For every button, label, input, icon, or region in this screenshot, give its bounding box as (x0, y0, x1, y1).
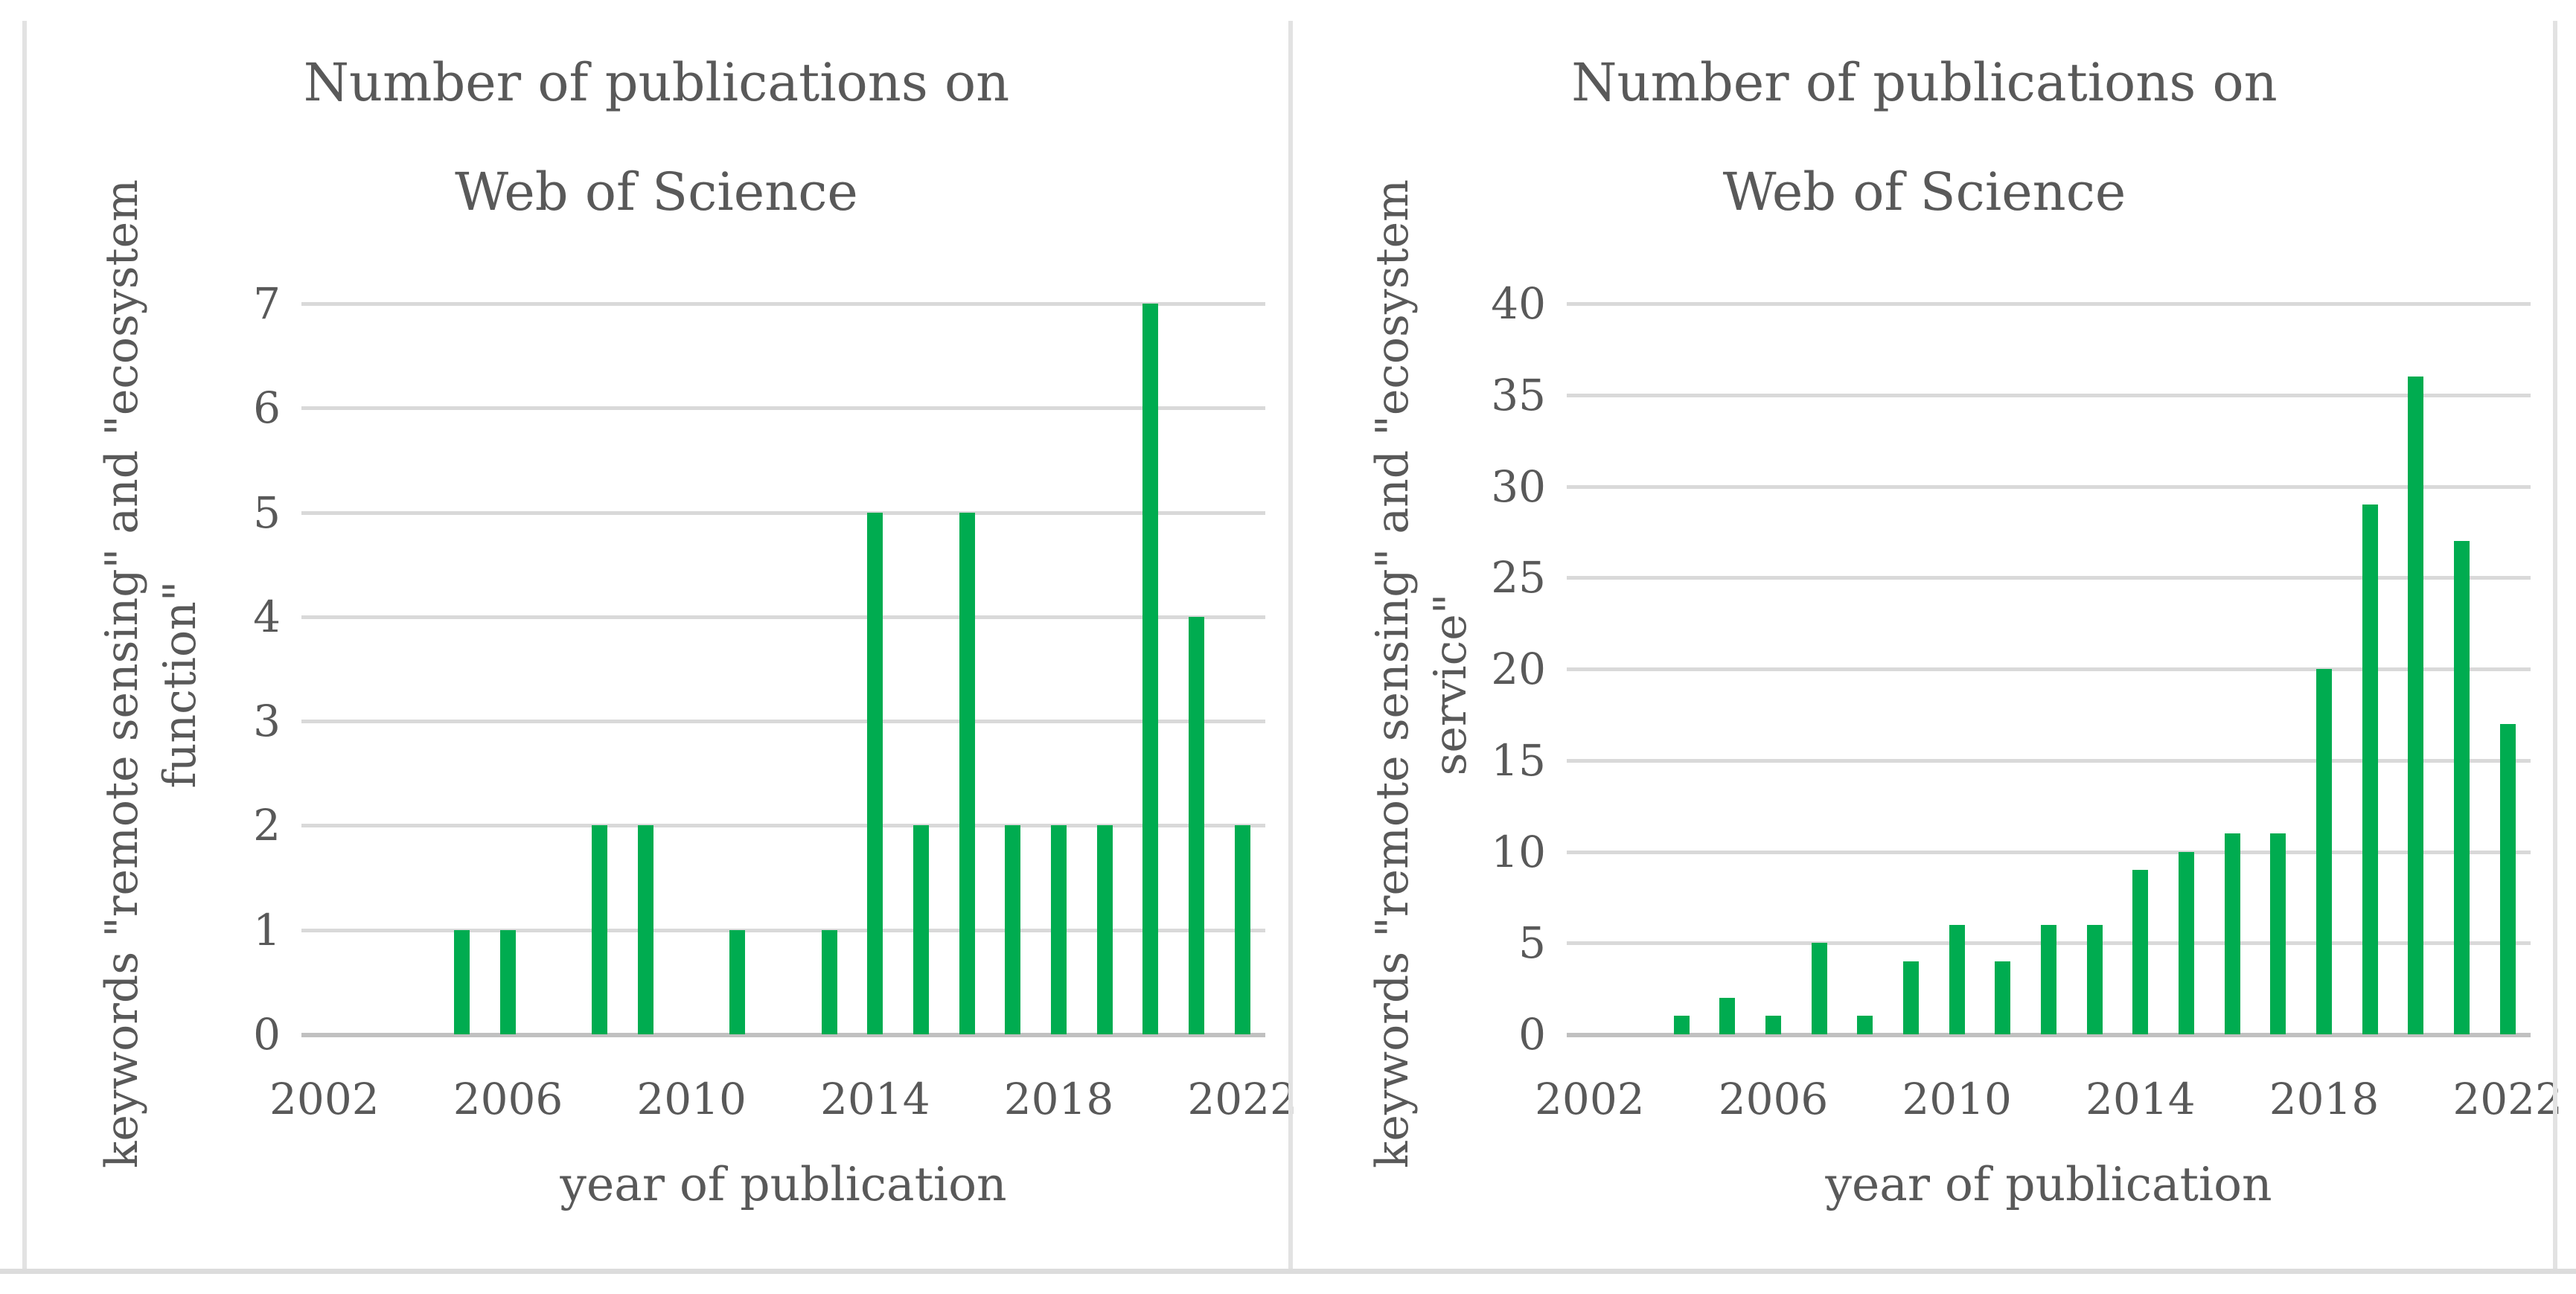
y-tick-label-3: 3 (253, 696, 281, 747)
panel-border-right (2553, 21, 2557, 1272)
chart-title-line1: Number of publications on (303, 52, 1010, 113)
bar-2013 (2086, 924, 2103, 1034)
bar-2010 (1949, 924, 1965, 1034)
bar-2015 (913, 825, 929, 1034)
gridline-y30 (1567, 484, 2531, 489)
x-tick-label-2018: 2018 (1003, 1074, 1114, 1124)
x-tick-label-2010: 2010 (1902, 1074, 2012, 1124)
bar-2009 (1903, 961, 1919, 1034)
x-tick-label-2014: 2014 (2086, 1074, 2196, 1124)
gridline-y35 (1567, 393, 2531, 397)
bar-2005 (1719, 997, 1736, 1034)
x-tick-label-2022: 2022 (2452, 1074, 2563, 1124)
y-tick-label-30: 30 (1491, 461, 1546, 512)
y-tick-label-6: 6 (253, 382, 281, 434)
chart-title-line1: Number of publications on (1571, 52, 2278, 113)
y-tick-label-2: 2 (253, 800, 281, 851)
chart-title-line2: Web of Science (455, 161, 858, 222)
plot-area (301, 302, 1265, 1037)
bar-2008 (1857, 1016, 1873, 1034)
x-axis-line (1567, 1033, 2531, 1037)
bar-2016 (2224, 833, 2240, 1034)
gridline-y15 (1567, 758, 2531, 763)
gridline-y2 (301, 824, 1265, 828)
gridline-y6 (301, 406, 1265, 411)
bar-2015 (2179, 851, 2194, 1034)
bar-2004 (1673, 1016, 1690, 1034)
bar-2012 (2041, 924, 2056, 1034)
y-tick-label-4: 4 (253, 591, 281, 642)
bar-2016 (959, 512, 975, 1034)
y-tick-label-5: 5 (253, 487, 281, 538)
x-tick-label-2014: 2014 (820, 1074, 930, 1124)
chart-title: Number of publications on Web of Science (1293, 28, 2556, 247)
bar-2022 (2499, 723, 2516, 1034)
panel-divider (1288, 21, 1293, 1272)
gridline-y7 (301, 302, 1265, 306)
y-tick-label-0: 0 (1518, 1009, 1546, 1060)
gridline-y10 (1567, 850, 2531, 854)
bar-2007 (1811, 943, 1827, 1034)
x-axis-title: year of publication (1825, 1157, 2272, 1211)
x-tick-label-2022: 2022 (1187, 1074, 1297, 1124)
gridline-y4 (301, 615, 1265, 619)
bar-2009 (638, 825, 653, 1034)
y-tick-label-7: 7 (253, 278, 281, 329)
bar-2013 (821, 929, 837, 1034)
x-tick-label-2010: 2010 (636, 1074, 747, 1124)
bar-2011 (1995, 961, 2011, 1034)
x-tick-label-2002: 2002 (1535, 1074, 1645, 1124)
gridline-y20 (1567, 667, 2531, 671)
gridline-y1 (301, 928, 1265, 932)
panel-border-bottom (0, 1269, 2576, 1274)
bar-2017 (1005, 825, 1021, 1034)
bar-2014 (867, 512, 883, 1034)
chart-title: Number of publications on Web of Science (22, 28, 1291, 247)
bar-2017 (2270, 833, 2286, 1034)
x-axis-line (301, 1033, 1265, 1037)
bar-2008 (592, 825, 608, 1034)
y-tick-label-10: 10 (1491, 826, 1546, 877)
y-tick-label-40: 40 (1491, 278, 1546, 329)
gridline-y25 (1567, 576, 2531, 580)
chart-panel-ecosystem-service: Number of publications on Web of Science… (1293, 0, 2563, 1294)
x-tick-label-2006: 2006 (453, 1074, 563, 1124)
y-tick-label-25: 25 (1491, 552, 1546, 603)
y-tick-label-35: 35 (1491, 369, 1546, 420)
bar-2022 (1234, 825, 1250, 1034)
bar-2019 (1096, 825, 1113, 1034)
y-tick-label-1: 1 (253, 904, 281, 955)
x-axis-title: year of publication (560, 1157, 1007, 1211)
x-tick-label-2006: 2006 (1718, 1074, 1829, 1124)
chart-title-line2: Web of Science (1722, 161, 2126, 222)
y-tick-label-5: 5 (1518, 917, 1546, 969)
bar-2018 (2316, 669, 2332, 1034)
bar-2006 (1765, 1016, 1781, 1034)
bar-2020 (2408, 377, 2424, 1034)
bar-2014 (2132, 870, 2149, 1034)
bar-2011 (729, 929, 746, 1034)
panel-border-left (22, 21, 27, 1272)
plot-area (1567, 302, 2531, 1037)
x-tick-label-2018: 2018 (2269, 1074, 2380, 1124)
bar-2021 (1189, 616, 1204, 1034)
y-tick-label-15: 15 (1491, 734, 1546, 786)
gridline-y3 (301, 720, 1265, 724)
bar-2005 (454, 929, 470, 1034)
bar-2020 (1142, 304, 1159, 1034)
bar-2018 (1051, 825, 1067, 1034)
gridline-y5 (301, 510, 1265, 515)
bar-2021 (2454, 541, 2470, 1034)
bar-2006 (500, 929, 516, 1034)
y-tick-label-0: 0 (253, 1009, 281, 1060)
y-tick-label-20: 20 (1491, 644, 1546, 694)
bar-2019 (2362, 505, 2378, 1034)
chart-panel-ecosystem-function: Number of publications on Web of Science… (22, 0, 1297, 1294)
gridline-y40 (1567, 302, 2531, 306)
x-tick-label-2002: 2002 (269, 1074, 380, 1124)
